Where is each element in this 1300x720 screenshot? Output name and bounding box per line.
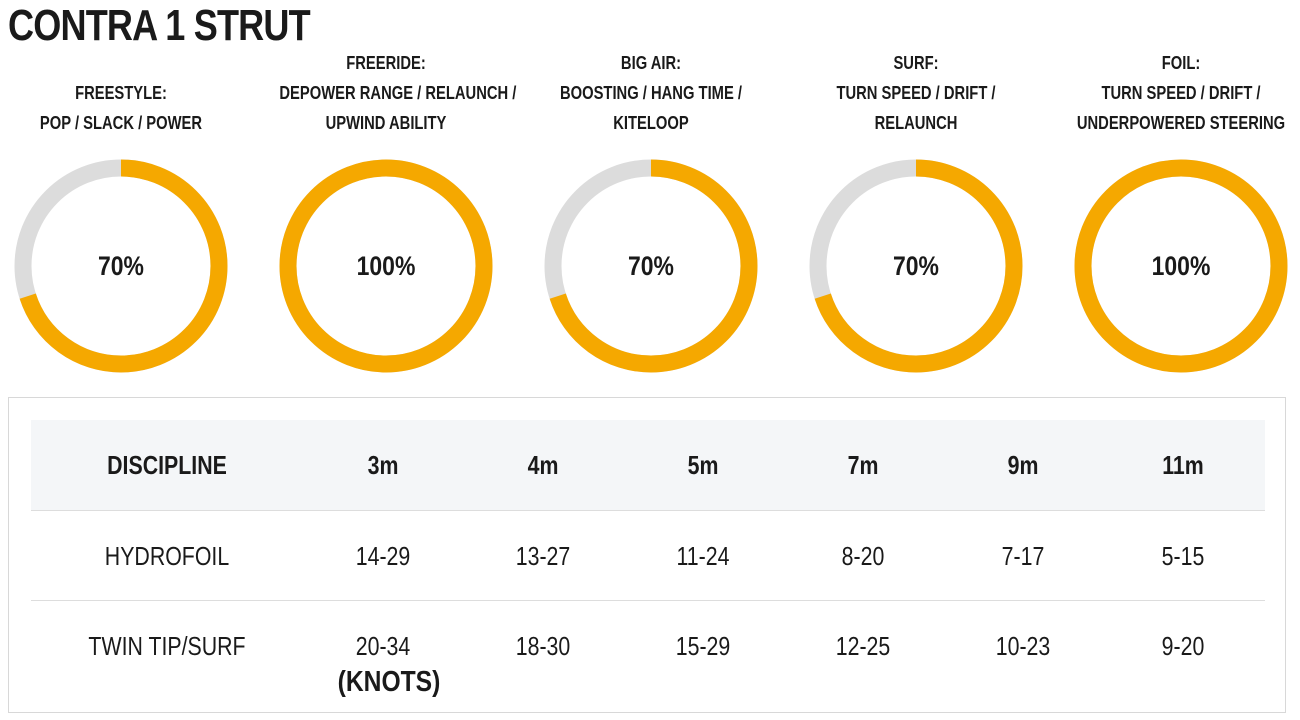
table-cell: 13-27 (515, 541, 571, 571)
discipline-label-line: RELAUNCH (874, 113, 958, 133)
header-cell-4m: 4m (527, 450, 559, 480)
table-cell: 5-15 (1161, 541, 1205, 571)
rating-value: 70% (893, 250, 939, 281)
discipline-card: BIG AIR: BOOSTING / HANG TIME / KITELOOP 70… (521, 0, 781, 380)
table-header-row: DISCIPLINE 3m 4m 5m 7m 9m 11m (31, 420, 1265, 510)
header-cell-7m: 7m (847, 450, 879, 480)
wind-range-table: DISCIPLINE 3m 4m 5m 7m 9m 11m HYDROFOIL … (8, 397, 1286, 713)
rating-ring-fill (279, 159, 493, 373)
discipline-label: FREERIDE: DEPOWER RANGE / RELAUNCH / UPWIN… (256, 40, 516, 138)
discipline-label-line: FREERIDE: (346, 53, 426, 73)
rating-ring-fill (809, 159, 1023, 373)
header-cell-5m: 5m (687, 450, 719, 480)
rating-value: 100% (1151, 250, 1211, 281)
discipline-label-line: UPWIND ABILITY (325, 113, 447, 133)
discipline-label-line: FOIL: (1161, 53, 1201, 73)
table-row-twin-tip-surf: TWIN TIP/SURF 20-34 18-30 15-29 12-25 10… (31, 600, 1265, 691)
discipline-card: SURF: TURN SPEED / DRIFT / RELAUNCH 70% (786, 0, 1046, 380)
rating-ring-fill (14, 159, 228, 373)
table-cell: 20-34 (355, 631, 411, 661)
rating-ring: 100% (278, 158, 494, 374)
discipline-label-line: BIG AIR: (620, 53, 682, 73)
header-cell-11m: 11m (1162, 450, 1204, 480)
discipline-label: SURF: TURN SPEED / DRIFT / RELAUNCH (786, 40, 1046, 138)
discipline-card: FOIL: TURN SPEED / DRIFT / UNDERPOWERED ST… (1051, 0, 1300, 380)
table-cell: 15-29 (675, 631, 731, 661)
unit-note: (KNOTS) (337, 666, 441, 698)
discipline-card: FREERIDE: DEPOWER RANGE / RELAUNCH / UPWIN… (256, 0, 516, 380)
page-title: CONTRA 1 STRUT (8, 1, 311, 50)
table-cell: 11-24 (676, 541, 730, 571)
rating-value: 100% (356, 250, 416, 281)
table-cell: 14-29 (355, 541, 411, 571)
discipline-label-line: BOOSTING / HANG TIME / (559, 83, 743, 103)
discipline-label-line: TURN SPEED / DRIFT / (836, 83, 996, 103)
rating-ring: 70% (543, 158, 759, 374)
rating-ring: 100% (1073, 158, 1289, 374)
discipline-label: BIG AIR: BOOSTING / HANG TIME / KITELOOP (521, 40, 781, 138)
header-cell-9m: 9m (1007, 450, 1039, 480)
discipline-label-line: SURF: (893, 53, 939, 73)
discipline-label-line: TURN SPEED / DRIFT / (1101, 83, 1261, 103)
table-cell: 7-17 (1001, 541, 1045, 571)
table-cell: 9-20 (1161, 631, 1205, 661)
rating-ring: 70% (808, 158, 1024, 374)
header-cell-discipline: DISCIPLINE (107, 450, 227, 480)
header-cell-3m: 3m (367, 450, 399, 480)
rating-ring-fill (1074, 159, 1288, 373)
rating-value: 70% (98, 250, 144, 281)
row-label: HYDROFOIL (104, 541, 230, 571)
rating-ring: 70% (13, 158, 229, 374)
rating-ring-fill (544, 159, 758, 373)
table-cell: 18-30 (515, 631, 571, 661)
table-cell: 10-23 (995, 631, 1051, 661)
rating-value: 70% (628, 250, 674, 281)
discipline-label: FOIL: TURN SPEED / DRIFT / UNDERPOWERED ST… (1051, 40, 1300, 138)
discipline-label-line: POP / SLACK / POWER (39, 113, 203, 133)
table-cell: 8-20 (841, 541, 885, 571)
row-label: TWIN TIP/SURF (88, 631, 246, 661)
discipline-label-line: FREESTYLE: (75, 83, 167, 103)
discipline-label-line: DEPOWER RANGE / RELAUNCH / (279, 83, 517, 103)
discipline-label: FREESTYLE: POP / SLACK / POWER (0, 40, 251, 138)
discipline-label-line: KITELOOP (613, 113, 689, 133)
discipline-card: FREESTYLE: POP / SLACK / POWER 70% (0, 0, 251, 380)
table-cell: 12-25 (835, 631, 891, 661)
table-row-hydrofoil: HYDROFOIL 14-29 13-27 11-24 8-20 7-17 5-… (31, 510, 1265, 601)
discipline-label-line: UNDERPOWERED STEERING (1076, 113, 1286, 133)
